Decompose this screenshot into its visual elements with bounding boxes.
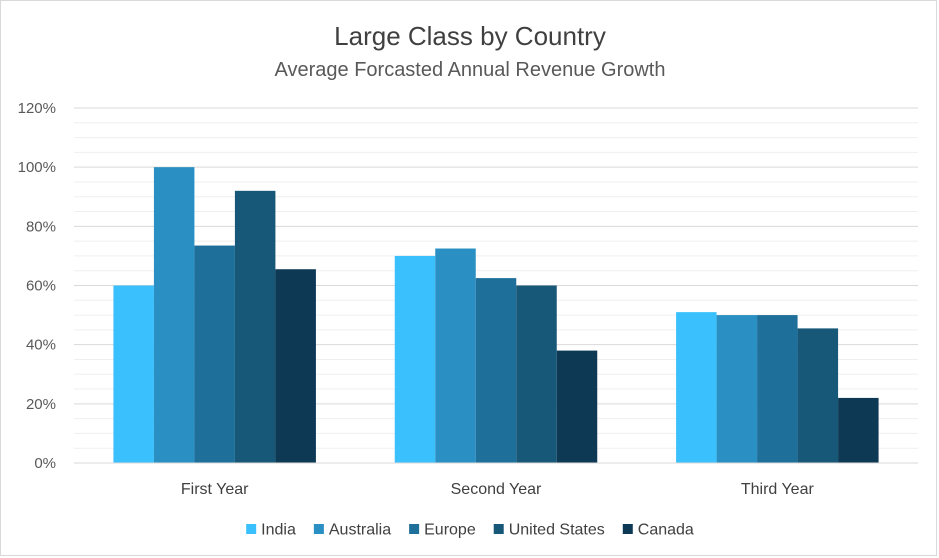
legend-item-india: India [246, 522, 296, 539]
chart-subtitle: Average Forcasted Annual Revenue Growth [275, 59, 666, 81]
bar-india-2 [394, 255, 436, 463]
bar-india-1 [113, 285, 154, 463]
legend-label: India [261, 522, 296, 539]
bar-australia-3 [716, 315, 758, 463]
bar-canada-2 [556, 350, 598, 463]
x-tick-label: First Year [181, 481, 249, 498]
legend-label: Australia [329, 522, 391, 539]
bar-europe-3 [757, 315, 798, 463]
y-tick-label: 20% [26, 396, 56, 413]
x-tick-label: Third Year [741, 481, 815, 498]
bars [113, 167, 879, 464]
legend-item-canada: Canada [622, 522, 694, 539]
bar-australia-1 [153, 167, 195, 463]
bar-europe-1 [194, 245, 235, 463]
x-tick-label: Second Year [451, 481, 542, 498]
y-tick-label: 0% [34, 455, 56, 472]
legend-item-australia: Australia [313, 522, 391, 539]
legend-swatch [409, 524, 420, 534]
bar-europe-2 [475, 278, 517, 463]
y-tick-label: 60% [26, 278, 56, 295]
y-tick-label: 40% [26, 337, 56, 354]
legend-swatch [313, 524, 324, 534]
y-tick-label: 120% [18, 100, 56, 117]
y-axis-ticks: 0% 20% 40% 60% 80% 100% 120% [18, 100, 56, 472]
y-tick-label: 100% [18, 159, 56, 176]
bar-united-states-2 [516, 285, 557, 463]
legend: India Australia Europe United States Canada [246, 522, 694, 539]
y-tick-label: 80% [26, 218, 56, 235]
bar-australia-2 [435, 248, 476, 463]
legend-label: Europe [424, 522, 476, 539]
legend-item-united-states: United States [493, 522, 605, 539]
bar-united-states-1 [234, 190, 276, 464]
legend-swatch [493, 524, 504, 534]
legend-swatch [246, 524, 257, 534]
legend-label: United States [509, 522, 605, 539]
legend-swatch [622, 524, 633, 534]
bar-canada-1 [275, 269, 316, 463]
chart-title: Large Class by Country [334, 21, 606, 51]
bar-india-3 [676, 312, 717, 463]
x-axis-labels: First Year Second Year Third Year [181, 481, 815, 498]
bar-united-states-3 [797, 328, 839, 463]
legend-label: Canada [638, 522, 694, 539]
legend-item-europe: Europe [409, 522, 476, 539]
bar-canada-3 [838, 397, 879, 463]
